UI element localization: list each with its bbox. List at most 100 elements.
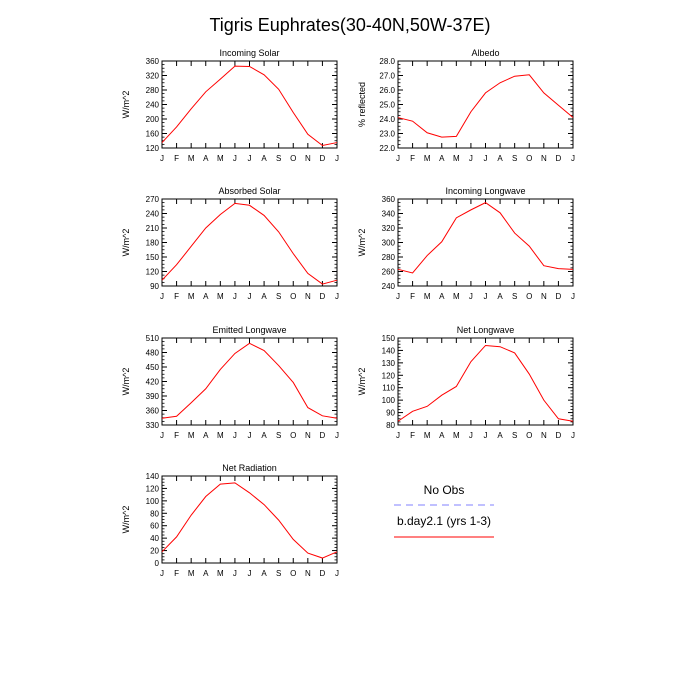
y-tick-label: 300	[382, 239, 396, 248]
chart-panel: Net Longwave W/m^2 80 90 100 110 120 130 140 150 J…	[357, 325, 575, 440]
x-tick-label: S	[512, 154, 517, 163]
x-tick-label: M	[453, 292, 460, 301]
x-tick-label: S	[512, 431, 517, 440]
y-tick-label: 480	[146, 349, 160, 358]
x-tick-label: J	[335, 292, 339, 301]
x-tick-label: A	[497, 431, 503, 440]
y-tick-label: 200	[146, 115, 160, 124]
y-tick-label: 320	[146, 72, 160, 81]
x-tick-label: F	[174, 569, 179, 578]
x-tick-label: F	[174, 431, 179, 440]
y-tick-label: 110	[382, 384, 395, 393]
x-tick-label: A	[203, 569, 209, 578]
y-tick-label: 40	[150, 534, 159, 543]
legend-obs-label: No Obs	[424, 483, 465, 497]
x-tick-label: O	[290, 431, 296, 440]
y-tick-label: 280	[146, 86, 160, 95]
x-tick-label: J	[396, 292, 400, 301]
x-tick-label: J	[248, 569, 252, 578]
x-tick-label: A	[203, 292, 209, 301]
y-tick-label: 240	[146, 210, 160, 219]
x-tick-label: A	[203, 431, 209, 440]
y-tick-label: 510	[146, 334, 160, 343]
y-tick-label: 90	[386, 409, 395, 418]
y-tick-label: 360	[146, 407, 160, 416]
y-tick-label: 240	[146, 101, 160, 110]
x-tick-label: J	[469, 292, 473, 301]
x-tick-label: J	[248, 431, 252, 440]
x-tick-label: A	[439, 292, 445, 301]
chart-title: Emitted Longwave	[212, 325, 286, 335]
y-tick-label: 28.0	[379, 57, 395, 66]
y-axis-label: W/m^2	[121, 506, 131, 534]
y-tick-label: 23.0	[379, 130, 395, 139]
x-tick-label: O	[526, 154, 532, 163]
x-tick-label: J	[233, 569, 237, 578]
chart-panel: Absorbed Solar W/m^2 90 120 150 180 210 240 270 J…	[121, 186, 339, 301]
plot-frame	[397, 198, 574, 287]
chart-title: Absorbed Solar	[218, 186, 280, 196]
x-tick-label: J	[248, 292, 252, 301]
y-tick-label: 120	[146, 268, 160, 277]
x-tick-label: M	[188, 154, 195, 163]
plot-frame	[161, 337, 338, 426]
chart-title: Net Longwave	[457, 325, 515, 335]
x-tick-label: N	[305, 569, 311, 578]
x-tick-label: J	[484, 292, 488, 301]
x-tick-label: M	[453, 431, 460, 440]
page-title: Tigris Euphrates(30-40N,50W-37E)	[209, 15, 490, 35]
chart-title: Incoming Longwave	[445, 186, 525, 196]
x-tick-label: N	[541, 431, 547, 440]
y-tick-label: 80	[150, 509, 159, 518]
y-axis-label: W/m^2	[121, 368, 131, 396]
x-tick-label: A	[261, 154, 267, 163]
x-tick-label: M	[453, 154, 460, 163]
x-tick-label: J	[233, 431, 237, 440]
y-tick-label: 360	[382, 195, 396, 204]
x-tick-label: D	[556, 154, 562, 163]
x-tick-label: D	[556, 292, 562, 301]
x-tick-label: J	[335, 154, 339, 163]
y-tick-label: 26.0	[379, 86, 395, 95]
x-tick-label: S	[276, 154, 281, 163]
x-tick-label: A	[261, 569, 267, 578]
x-tick-label: D	[556, 431, 562, 440]
x-tick-label: J	[469, 154, 473, 163]
x-tick-label: J	[233, 154, 237, 163]
chart-title: Net Radiation	[222, 463, 277, 473]
y-tick-label: 80	[386, 421, 395, 430]
y-tick-label: 22.0	[379, 144, 395, 153]
legend-model-label: b.day2.1 (yrs 1-3)	[397, 514, 491, 528]
x-tick-label: D	[320, 431, 326, 440]
x-tick-label: J	[233, 292, 237, 301]
series-line	[397, 74, 574, 138]
x-tick-label: J	[160, 292, 164, 301]
y-tick-label: 130	[382, 359, 396, 368]
y-tick-label: 360	[146, 57, 160, 66]
x-tick-label: J	[571, 431, 575, 440]
x-tick-label: N	[305, 292, 311, 301]
x-tick-label: J	[335, 431, 339, 440]
series-line	[397, 344, 574, 422]
y-tick-label: 120	[146, 144, 160, 153]
y-tick-label: 60	[150, 522, 159, 531]
chart-panel: Incoming Longwave W/m^2 240 260 280 300 320 340…	[357, 186, 575, 301]
y-tick-label: 100	[382, 396, 396, 405]
x-tick-label: A	[497, 154, 503, 163]
chart-title: Albedo	[471, 48, 499, 58]
x-tick-label: M	[424, 154, 431, 163]
x-tick-label: F	[174, 154, 179, 163]
x-tick-label: J	[248, 154, 252, 163]
y-tick-label: 150	[382, 334, 396, 343]
y-tick-label: 140	[146, 472, 160, 481]
y-tick-label: 280	[382, 253, 396, 262]
series-line	[161, 342, 338, 419]
y-tick-label: 260	[382, 268, 396, 277]
x-tick-label: F	[410, 292, 415, 301]
x-tick-label: J	[484, 154, 488, 163]
x-tick-label: S	[276, 569, 281, 578]
y-axis-label: W/m^2	[121, 91, 131, 119]
y-axis-label: W/m^2	[121, 229, 131, 257]
x-tick-label: D	[320, 292, 326, 301]
